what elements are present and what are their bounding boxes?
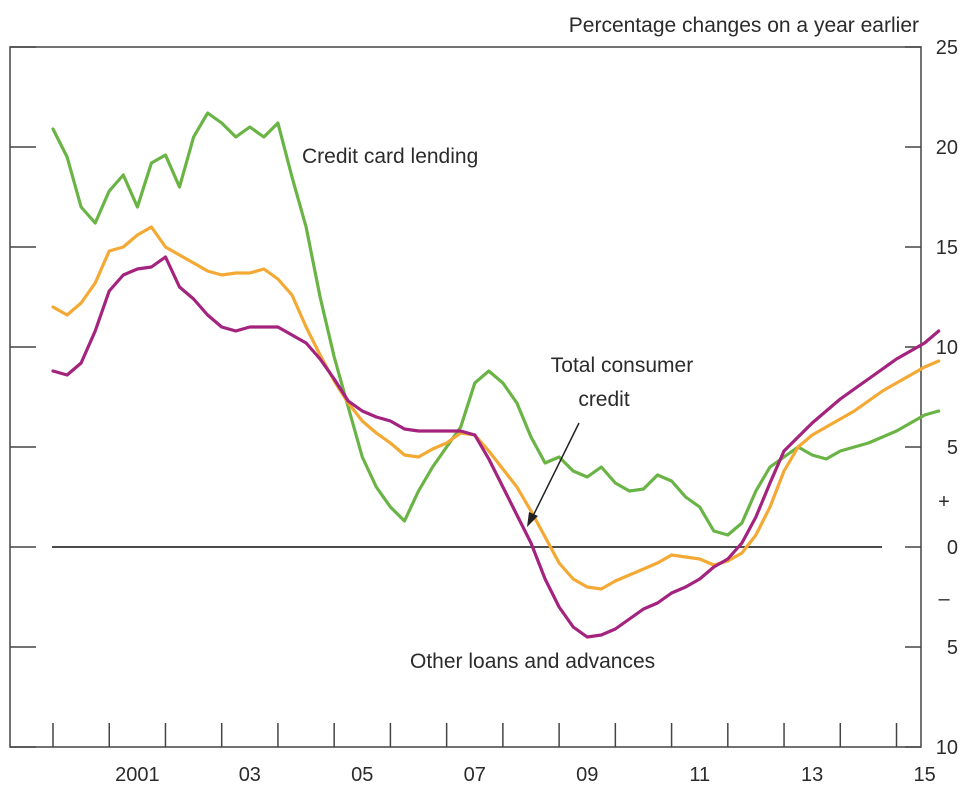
- plot-frame: [9, 46, 922, 748]
- series-line-total: [51, 225, 941, 591]
- series-line-credit_card: [51, 111, 941, 537]
- x-tick-label: 11: [689, 764, 710, 786]
- y-tick-label: 20: [936, 137, 958, 159]
- y-tick-label: 15: [936, 237, 958, 259]
- x-axis: 2001 03 05 07 09 11 13 15: [52, 723, 936, 786]
- other-loans-annotation: Other loans and advances: [410, 650, 655, 673]
- x-tick-label: 05: [351, 764, 373, 786]
- y-tick-label: 10: [936, 337, 958, 359]
- x-tick-label: 03: [239, 764, 261, 786]
- x-tick-label: 13: [801, 764, 823, 786]
- series-line-other_loans: [51, 255, 941, 639]
- y-tick-label: 0: [947, 537, 958, 559]
- y-tick-label: 25: [936, 37, 958, 59]
- plus-sign-label: +: [938, 491, 950, 513]
- y-tick-label: 5: [947, 637, 958, 659]
- y-axis: 25 20 15 10 5 0 5 10: [10, 37, 958, 759]
- x-tick-label: 2001: [115, 764, 160, 786]
- total-credit-annotation-line1: Total consumer: [551, 354, 693, 377]
- y-tick-label: 5: [947, 437, 958, 459]
- y-tick-label: 10: [936, 737, 958, 759]
- x-tick-label: 09: [576, 764, 598, 786]
- x-tick-label: 07: [464, 764, 486, 786]
- credit-card-annotation: Credit card lending: [302, 145, 478, 168]
- total-credit-arrowhead: [527, 512, 538, 527]
- series-group: [51, 111, 941, 639]
- total-credit-annotation-line2: credit: [578, 388, 630, 411]
- minus-sign-label: –: [938, 588, 950, 610]
- total-credit-arrow: [531, 422, 580, 519]
- x-tick-label: 15: [914, 764, 936, 786]
- unit-label: Percentage changes on a year earlier: [569, 14, 919, 37]
